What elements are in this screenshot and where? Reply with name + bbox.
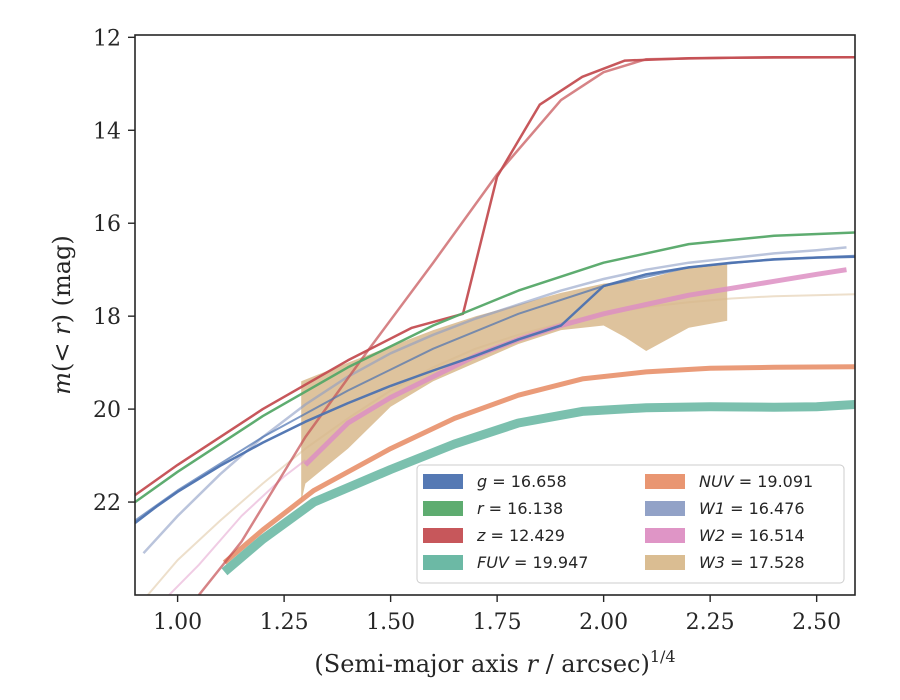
y-axis-label: m(< r) (mag) [48,235,76,395]
series-w3-line [147,293,855,595]
series-z-line [135,56,855,497]
series-w1-line [142,246,847,555]
series-w3-band [301,262,728,503]
x-tick-label: 1.50 [366,610,415,635]
legend-box [416,464,845,584]
axis-ticks: 1.00 1.25 1.50 1.75 2.00 2.25 2.50 12 14 16 18 20 22 [93,26,841,635]
legend-swatch-w3 [645,555,685,570]
x-tick-label: 1.00 [153,610,202,635]
series-nuv-line [222,364,855,565]
legend-label-w3: W3 = 17.528 [699,553,805,572]
series-r-line [135,231,855,504]
x-tick-label: 2.00 [579,610,628,635]
legend-swatch-g [423,474,463,489]
y-tick-label: 22 [93,491,121,516]
x-tick-label: 1.25 [260,610,309,635]
legend-label-fuv: FUV = 19.947 [477,553,588,572]
legend-label-z: z = 12.429 [476,526,565,545]
legend-swatch-nuv [645,474,685,489]
x-tick-label: 2.50 [792,610,841,635]
legend: g = 16.658 r = 16.138 z = 12.429 FUV = 19.9… [416,464,845,584]
y-tick-label: 14 [93,119,121,144]
x-tick-label: 1.75 [473,610,522,635]
x-axis-label: (Semi-major axis r / arcsec)1/4 [314,647,675,678]
y-tick-label: 12 [93,26,121,51]
legend-label-nuv: NUV = 19.091 [699,472,813,491]
legend-label-g: g = 16.658 [477,472,567,491]
series-fuv-line [221,400,855,576]
series-w2-model-line [168,459,307,595]
legend-swatch-z [423,528,463,543]
plot-series [135,56,855,595]
plot-frame [134,34,856,596]
legend-label-r: r = 16.138 [477,499,563,518]
legend-swatch-w1 [645,501,685,516]
legend-label-w2: W2 = 16.514 [699,526,805,545]
legend-swatch-r [423,501,463,516]
y-tick-label: 16 [93,212,121,237]
legend-label-w1: W1 = 16.476 [699,499,805,518]
x-tick-label: 2.25 [686,610,735,635]
series-g-line [135,255,855,524]
legend-swatch-w2 [645,528,685,543]
y-tick-label: 18 [93,305,121,330]
legend-swatch-fuv [423,555,463,570]
series-w2-line [303,267,847,467]
y-tick-label: 20 [93,398,121,423]
